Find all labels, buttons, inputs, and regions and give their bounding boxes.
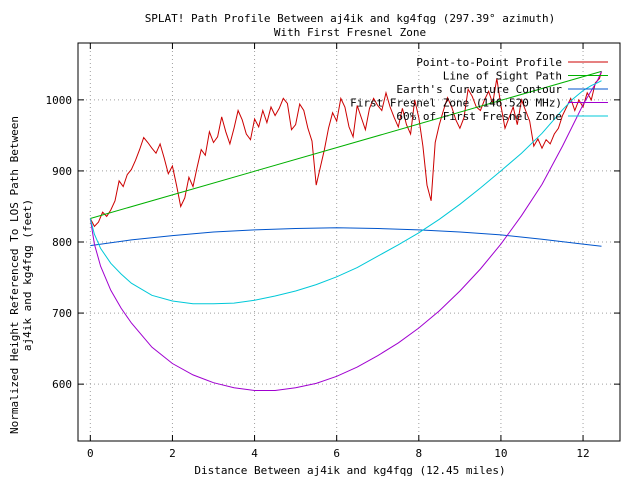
chart-title-line-1: SPLAT! Path Profile Between aj4ik and kg…	[145, 12, 556, 25]
legend-label: First Fresnel Zone (146.520 MHz)	[350, 97, 562, 110]
x-tick-label: 0	[87, 447, 94, 460]
y-axis-label-line-2: aj4ik and kg4fqg (feet)	[21, 199, 34, 351]
series-first-fresnel-zone-146-520-mhz	[89, 71, 602, 391]
x-tick-label: 8	[415, 447, 422, 460]
series-earth-s-curvature-contour	[90, 227, 602, 247]
series-line-of-sight-path	[90, 70, 602, 219]
y-tick-label: 1000	[46, 94, 73, 107]
y-axis-label-line-1: Normalized Height Referenced To LOS Path…	[8, 116, 21, 434]
x-tick-label: 2	[169, 447, 176, 460]
y-tick-label: 900	[52, 165, 72, 178]
x-tick-label: 6	[333, 447, 340, 460]
x-tick-label: 12	[576, 447, 589, 460]
x-tick-label: 10	[494, 447, 507, 460]
series-lines	[89, 70, 602, 391]
x-axis-label: Distance Between aj4ik and kg4fqg (12.45…	[194, 464, 505, 477]
series-point-to-point-profile	[89, 71, 602, 228]
legend-label: Point-to-Point Profile	[416, 56, 562, 69]
y-tick-label: 800	[52, 236, 72, 249]
series-60-of-first-fresnel-zone	[89, 80, 602, 305]
legend-label: Line of Sight Path	[443, 70, 562, 83]
y-tick-label: 700	[52, 307, 72, 320]
legend-label: Earth's Curvature Contour	[396, 83, 562, 96]
axes: 0 2 4 6 8 10 12 600 700 800 900 1000	[46, 42, 621, 460]
x-tick-label: 4	[251, 447, 258, 460]
y-tick-label: 600	[52, 378, 72, 391]
legend-label: 60% of First Fresnel Zone	[396, 110, 562, 123]
chart-title-line-2: With First Fresnel Zone	[274, 26, 426, 39]
